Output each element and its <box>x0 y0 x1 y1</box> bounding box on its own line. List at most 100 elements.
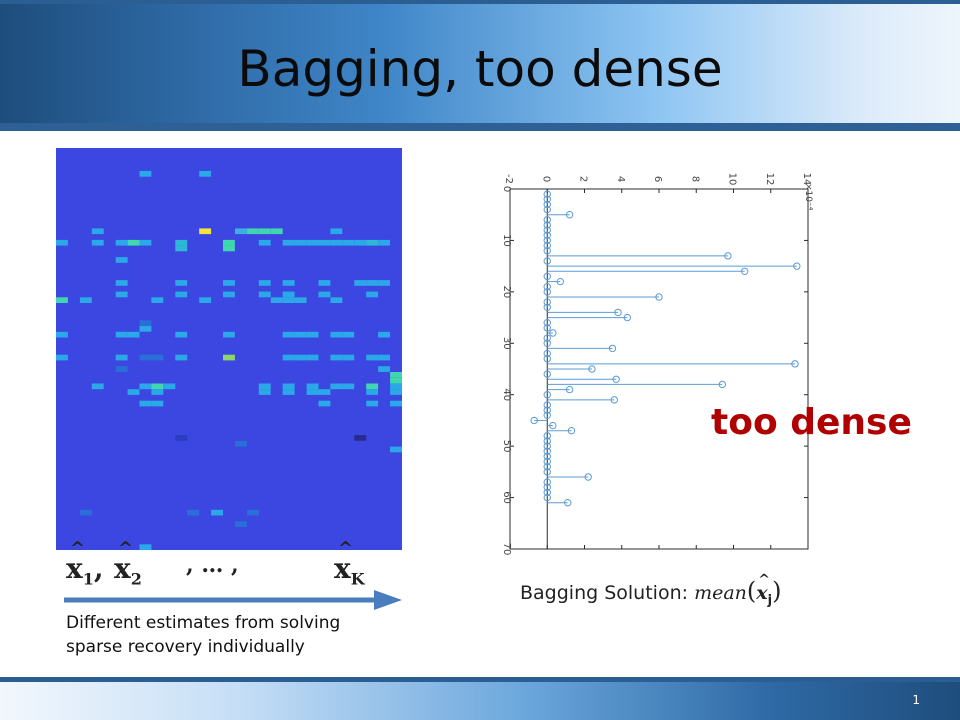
heatmap-cell <box>235 521 247 527</box>
stem-marker <box>567 427 576 435</box>
heatmap-cell <box>115 354 128 361</box>
heatmap-cell <box>127 239 140 246</box>
stem-marker <box>543 303 551 311</box>
heatmap-cell <box>306 389 319 395</box>
too-dense-annotation: too dense <box>711 402 912 443</box>
heatmap-cell <box>366 291 379 298</box>
estimates-heatmap <box>56 148 402 550</box>
heatmap-cell <box>366 400 379 407</box>
stem-marker <box>565 385 574 394</box>
bagging-solution-label: Bagging Solution: mean(^ xj) <box>520 572 782 608</box>
heatmap-cell <box>282 239 295 246</box>
stem-marker <box>543 221 551 229</box>
stem-marker <box>565 211 574 219</box>
heatmap-cell <box>175 280 188 286</box>
index-tick-label: 70 <box>501 543 512 556</box>
heatmap-cell <box>390 383 402 390</box>
caption-line-1: Different estimates from solving <box>66 613 341 633</box>
heatmap-cell <box>330 228 343 235</box>
title-banner-stripe <box>0 123 960 131</box>
value-tick-label: 6 <box>652 176 663 182</box>
heatmap-cell <box>175 354 188 361</box>
footer-bar <box>0 677 960 720</box>
stem-marker <box>793 262 801 270</box>
heatmap-cell <box>270 228 283 235</box>
stem-marker <box>543 406 551 414</box>
stem-marker <box>543 200 551 209</box>
stem-marker <box>549 329 557 337</box>
value-tick-label: 4 <box>615 176 626 182</box>
heatmap-cell <box>139 239 152 246</box>
heatmap-cell <box>330 331 343 338</box>
heatmap-cell <box>258 280 271 286</box>
heatmap-cell <box>378 239 390 246</box>
heatmap-cell <box>282 280 295 286</box>
stem-marker <box>549 421 557 430</box>
heatmap-cell <box>175 435 188 441</box>
heatmap-cell <box>223 354 235 361</box>
heatmap-cell <box>223 245 235 252</box>
stem-marker <box>543 411 551 419</box>
heatmap-cell <box>282 331 295 338</box>
heatmap-cell <box>79 509 92 516</box>
heatmap-cell <box>187 509 200 516</box>
value-tick-label: 12 <box>764 173 775 186</box>
stem-marker <box>543 339 551 347</box>
heatmap-cell <box>79 297 92 303</box>
heatmap-cell <box>151 383 164 390</box>
stem-marker <box>543 298 551 306</box>
heatmap-cell <box>223 291 235 298</box>
bagging-stem-chart: -2 0 2 4 6 8 10 12 14 0 10 20 30 40 50 60 70 ×10⁻⁴ <box>501 173 813 556</box>
estimates-arrow <box>64 590 402 610</box>
index-tick-label: 20 <box>501 285 512 298</box>
stem-marker <box>543 231 551 239</box>
heatmap-cell <box>199 297 212 303</box>
heatmap-cell <box>330 354 343 361</box>
stem-marker <box>543 483 551 491</box>
heatmap-cell <box>342 239 355 246</box>
stem-marker <box>543 478 551 486</box>
heatmap-cell <box>294 297 307 303</box>
heatmap-cell <box>127 389 140 395</box>
heatmap-cell <box>378 354 390 361</box>
estimate-x2: ^ x2 <box>114 538 142 589</box>
estimate-x1: ^ x1, <box>66 538 104 589</box>
heatmap-cell <box>91 239 104 246</box>
heatmap-cell <box>211 509 223 516</box>
heatmap-cell <box>378 366 390 372</box>
heatmap-cell <box>246 228 259 235</box>
slide-title: Bagging, too dense <box>237 40 723 98</box>
heatmap-cell <box>342 331 355 338</box>
heatmap-cell <box>378 331 390 338</box>
index-tick-label: 10 <box>501 234 512 247</box>
stem-marker <box>543 493 551 502</box>
stem-marker <box>543 391 551 399</box>
heatmap-cell <box>294 239 307 246</box>
heatmap-cell <box>390 372 402 378</box>
heatmap-cell <box>318 389 331 395</box>
heatmap-cell <box>330 383 343 390</box>
heatmap-cell <box>306 239 319 246</box>
heatmap-cell <box>115 257 128 263</box>
heatmap-cell <box>330 297 343 303</box>
stem-marker <box>543 463 551 471</box>
heatmap-cell <box>270 297 283 303</box>
heatmap-cell <box>258 291 271 298</box>
stem-marker <box>543 468 551 476</box>
value-tick-label: 10 <box>727 173 738 186</box>
heatmap-cell <box>366 383 379 390</box>
stem-marker <box>543 241 551 250</box>
heatmap-cell <box>115 239 128 246</box>
index-tick-label: 40 <box>501 388 512 401</box>
stem-marker <box>543 437 551 445</box>
value-tick-label: 8 <box>689 176 700 182</box>
heatmap-cell <box>91 228 104 235</box>
heatmap-cell <box>282 383 295 390</box>
heatmap-cell <box>366 389 379 395</box>
stem-marker <box>543 283 551 291</box>
stem-marker <box>543 334 551 342</box>
stem-marker <box>610 396 619 404</box>
heatmap-cell <box>56 331 68 338</box>
heatmap-cell <box>151 389 164 395</box>
heatmap-cell <box>318 400 331 407</box>
